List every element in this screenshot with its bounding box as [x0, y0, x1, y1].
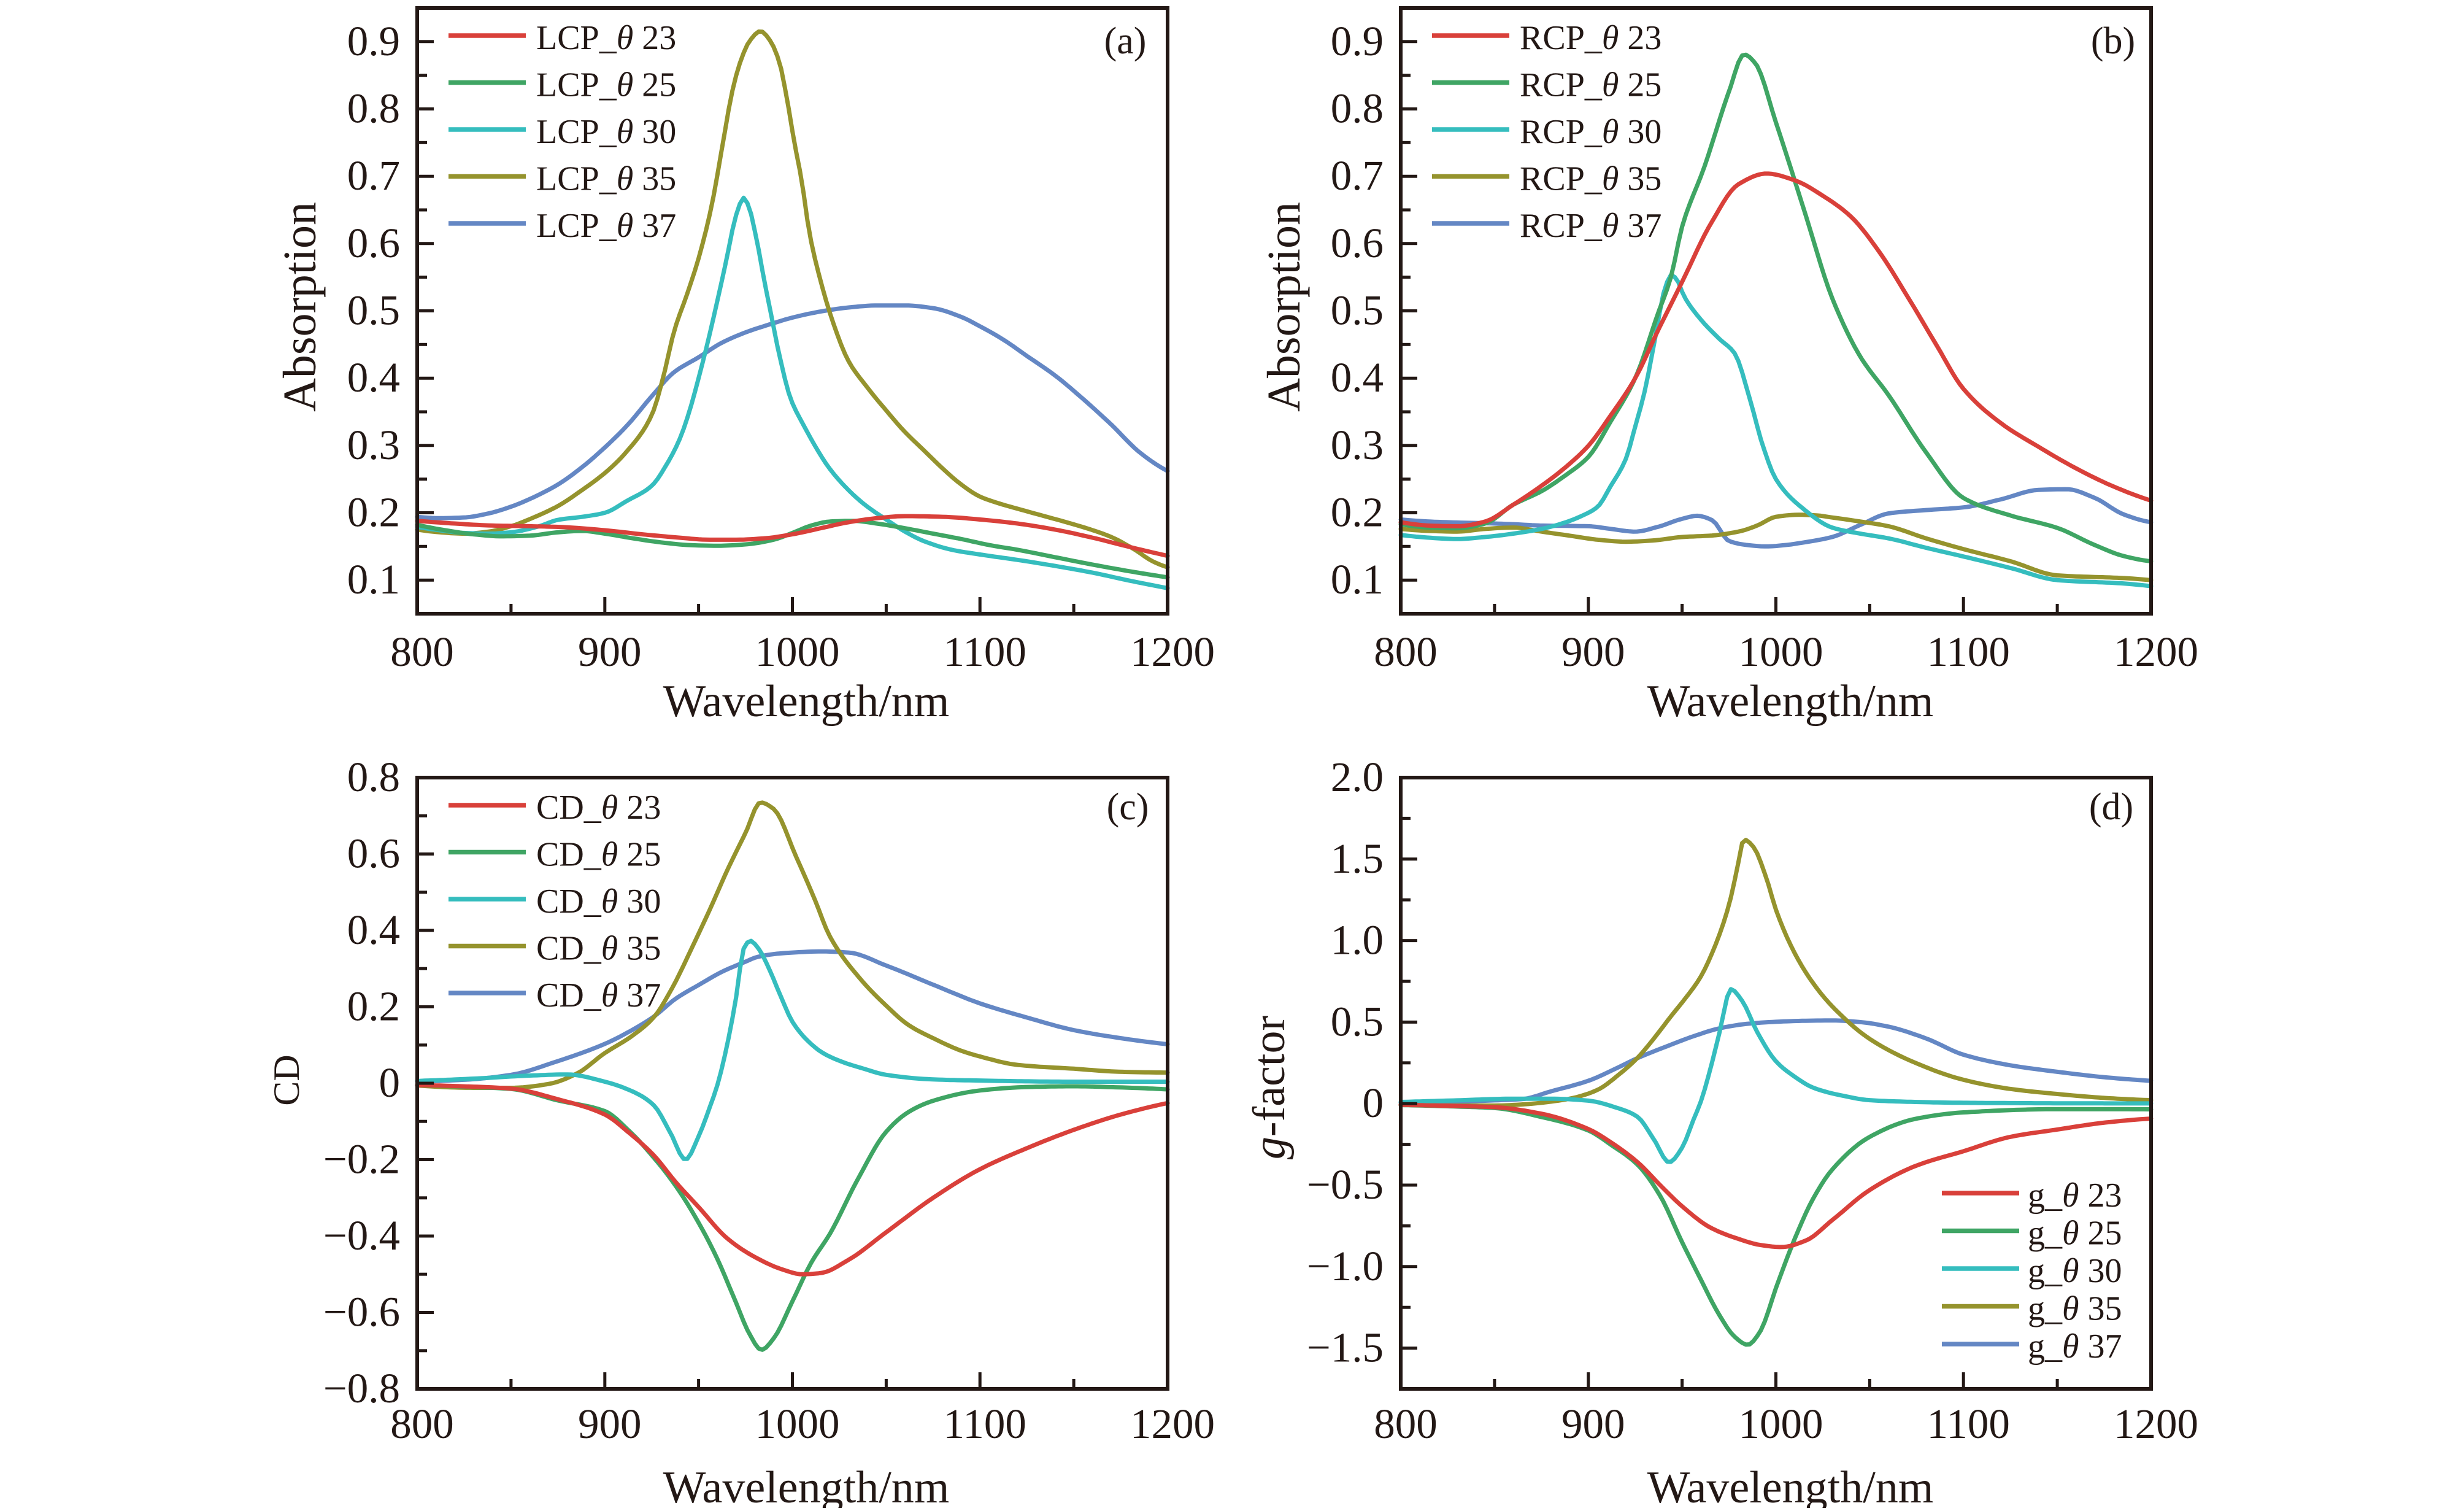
svg-text:0.5: 0.5 [347, 287, 400, 334]
svg-text:2.0: 2.0 [1331, 754, 1384, 800]
svg-text:0.2: 0.2 [1331, 489, 1384, 536]
svg-text:0.1: 0.1 [347, 556, 400, 603]
svg-text:(b): (b) [2091, 20, 2135, 62]
svg-text:RCP_θ 25: RCP_θ 25 [1520, 66, 1661, 104]
svg-text:RCP_θ 35: RCP_θ 35 [1520, 160, 1661, 198]
svg-text:0.8: 0.8 [347, 754, 400, 800]
svg-text:1000: 1000 [1739, 1401, 1823, 1447]
svg-text:1000: 1000 [755, 628, 840, 675]
svg-text:LCP_θ 23: LCP_θ 23 [536, 19, 676, 57]
svg-text:0: 0 [1363, 1080, 1384, 1126]
svg-text:1100: 1100 [943, 1401, 1026, 1447]
svg-text:CD_θ 35: CD_θ 35 [536, 930, 661, 968]
svg-text:1100: 1100 [1927, 628, 2009, 675]
svg-text:−0.5: −0.5 [1307, 1161, 1384, 1208]
svg-text:800: 800 [1374, 1401, 1438, 1447]
svg-text:0.4: 0.4 [347, 906, 400, 953]
svg-text:RCP_θ 30: RCP_θ 30 [1520, 113, 1661, 151]
svg-text:(c): (c) [1107, 786, 1149, 828]
svg-text:0.8: 0.8 [347, 85, 400, 132]
svg-text:1100: 1100 [943, 628, 1026, 675]
svg-text:1100: 1100 [1927, 1401, 2009, 1447]
svg-text:0.2: 0.2 [347, 983, 400, 1030]
svg-text:800: 800 [1374, 628, 1438, 675]
svg-text:LCP_θ 25: LCP_θ 25 [536, 66, 676, 104]
svg-text:g_θ 35: g_θ 35 [2028, 1290, 2122, 1328]
svg-text:LCP_θ 37: LCP_θ 37 [536, 207, 676, 245]
svg-text:0.2: 0.2 [347, 489, 400, 536]
svg-text:1000: 1000 [1739, 628, 1823, 675]
svg-text:1.0: 1.0 [1331, 917, 1384, 964]
svg-text:Wavelength/nm: Wavelength/nm [1647, 1463, 1934, 1508]
svg-text:1200: 1200 [1130, 628, 1215, 675]
svg-text:−0.8: −0.8 [323, 1365, 400, 1412]
svg-text:0: 0 [379, 1059, 401, 1106]
svg-text:1000: 1000 [755, 1401, 840, 1447]
svg-text:900: 900 [578, 628, 642, 675]
svg-text:Wavelength/nm: Wavelength/nm [1647, 676, 1934, 727]
svg-text:900: 900 [1561, 1401, 1625, 1447]
svg-text:LCP_θ 30: LCP_θ 30 [536, 113, 676, 151]
svg-text:RCP_θ 23: RCP_θ 23 [1520, 19, 1661, 57]
svg-text:1200: 1200 [2114, 628, 2198, 675]
svg-text:(a): (a) [1104, 20, 1147, 62]
svg-text:−1.5: −1.5 [1307, 1324, 1384, 1371]
svg-text:0.9: 0.9 [347, 18, 400, 64]
svg-text:1200: 1200 [1130, 1401, 1215, 1447]
svg-text:g-factor: g-factor [1244, 1016, 1295, 1159]
svg-text:0.5: 0.5 [1331, 287, 1384, 334]
svg-text:Absorption: Absorption [1258, 202, 1310, 412]
svg-text:800: 800 [390, 1401, 454, 1447]
svg-text:CD_θ 37: CD_θ 37 [536, 976, 661, 1014]
svg-text:Absorption: Absorption [274, 202, 326, 412]
svg-text:1.5: 1.5 [1331, 835, 1384, 882]
svg-text:800: 800 [390, 628, 454, 675]
svg-text:CD: CD [266, 1054, 307, 1105]
svg-text:Wavelength/nm: Wavelength/nm [663, 1463, 950, 1508]
svg-text:0.6: 0.6 [347, 830, 400, 877]
svg-text:−1.0: −1.0 [1307, 1243, 1384, 1289]
svg-text:900: 900 [1561, 628, 1625, 675]
svg-text:g_θ 23: g_θ 23 [2028, 1177, 2122, 1215]
svg-text:−0.6: −0.6 [323, 1289, 400, 1335]
svg-text:LCP_θ 35: LCP_θ 35 [536, 160, 676, 198]
svg-text:(d): (d) [2089, 786, 2133, 828]
svg-text:g_θ 30: g_θ 30 [2028, 1252, 2122, 1290]
svg-text:RCP_θ 37: RCP_θ 37 [1520, 207, 1661, 245]
svg-text:Wavelength/nm: Wavelength/nm [663, 676, 950, 727]
svg-text:900: 900 [578, 1401, 642, 1447]
svg-text:0.4: 0.4 [1331, 354, 1384, 401]
svg-text:0.5: 0.5 [1331, 998, 1384, 1045]
svg-text:0.8: 0.8 [1331, 85, 1384, 132]
svg-text:0.1: 0.1 [1331, 556, 1384, 603]
svg-text:0.7: 0.7 [1331, 152, 1384, 199]
svg-text:g_θ 37: g_θ 37 [2028, 1327, 2122, 1366]
svg-text:0.3: 0.3 [347, 422, 400, 468]
svg-text:0.7: 0.7 [347, 152, 400, 199]
svg-text:0.3: 0.3 [1331, 422, 1384, 468]
svg-text:CD_θ 23: CD_θ 23 [536, 789, 661, 827]
svg-text:g_θ 25: g_θ 25 [2028, 1215, 2122, 1253]
svg-text:0.4: 0.4 [347, 354, 400, 401]
svg-text:0.9: 0.9 [1331, 18, 1384, 64]
svg-text:CD_θ 25: CD_θ 25 [536, 836, 661, 874]
svg-text:0.6: 0.6 [1331, 220, 1384, 266]
svg-text:CD_θ 30: CD_θ 30 [536, 883, 661, 921]
svg-text:−0.4: −0.4 [323, 1212, 400, 1259]
svg-text:1200: 1200 [2114, 1401, 2198, 1447]
svg-text:−0.2: −0.2 [323, 1136, 400, 1183]
svg-text:0.6: 0.6 [347, 220, 400, 266]
